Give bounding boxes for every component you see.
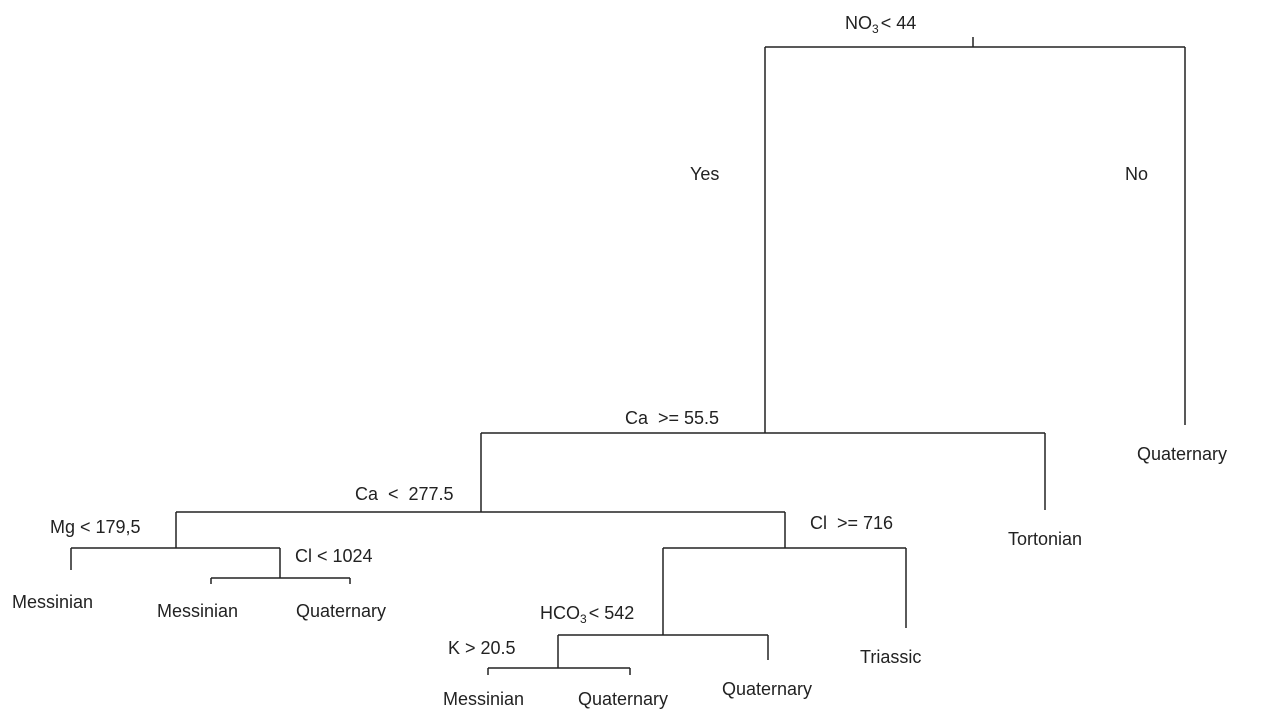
leaf-label: Messinian bbox=[157, 601, 238, 621]
leaf-label: Messinian bbox=[443, 689, 524, 709]
label-text: < 44 bbox=[881, 13, 917, 33]
tree-edges bbox=[70, 37, 1186, 675]
leaf-label: Quaternary bbox=[296, 601, 386, 621]
label-text: < 542 bbox=[589, 603, 635, 623]
split-label: NO3 < 44 bbox=[845, 13, 916, 36]
split-labels: NO3 < 44 Ca >= 55.5 Ca < 277.5 Mg < 179,5… bbox=[50, 13, 916, 658]
label-text: HCO bbox=[540, 603, 580, 623]
split-label: K > 20.5 bbox=[448, 638, 516, 658]
label-subscript: 3 bbox=[872, 22, 879, 36]
label-text: NO bbox=[845, 13, 872, 33]
split-label: Cl >= 716 bbox=[810, 513, 893, 533]
leaf-label: Tortonian bbox=[1008, 529, 1082, 549]
split-label: Ca < 277.5 bbox=[355, 484, 454, 504]
leaf-label: Quaternary bbox=[722, 679, 812, 699]
split-label: Mg < 179,5 bbox=[50, 517, 141, 537]
split-label: Cl < 1024 bbox=[295, 546, 373, 566]
label-subscript: 3 bbox=[580, 612, 587, 626]
split-label: Ca >= 55.5 bbox=[625, 408, 719, 428]
leaf-label: Quaternary bbox=[1137, 444, 1227, 464]
split-label: HCO3 < 542 bbox=[540, 603, 634, 626]
branch-label: No bbox=[1125, 164, 1148, 184]
branch-labels: Yes No bbox=[690, 164, 1148, 184]
leaf-label: Triassic bbox=[860, 647, 921, 667]
leaf-label: Quaternary bbox=[578, 689, 668, 709]
leaf-labels: Quaternary Tortonian Messinian Messinian… bbox=[12, 444, 1227, 709]
leaf-label: Messinian bbox=[12, 592, 93, 612]
branch-label: Yes bbox=[690, 164, 719, 184]
